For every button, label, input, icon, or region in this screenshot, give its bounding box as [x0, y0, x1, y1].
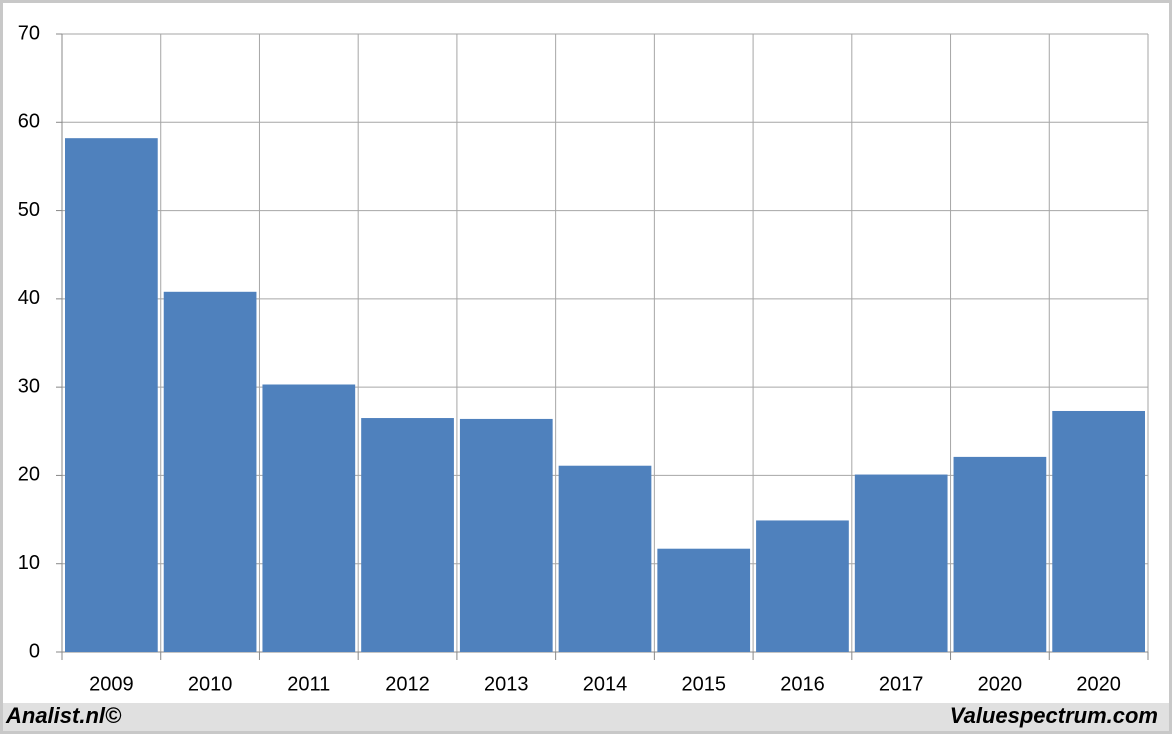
x-tick-label: 2012	[385, 673, 430, 695]
y-tick-label: 60	[18, 111, 40, 133]
x-tick-label: 2013	[484, 673, 529, 695]
y-tick-label: 20	[18, 464, 40, 486]
y-tick-label: 0	[29, 640, 40, 662]
bar	[657, 548, 751, 652]
y-tick-label: 40	[18, 287, 40, 309]
bar	[262, 384, 356, 652]
x-tick-label: 2015	[681, 673, 726, 695]
x-tick-label: 2020	[1076, 673, 1121, 695]
x-tick-label: 2010	[188, 673, 233, 695]
x-tick-label: 2020	[978, 673, 1023, 695]
x-tick-label: 2017	[879, 673, 924, 695]
y-tick-label: 10	[18, 552, 40, 574]
x-tick-label: 2016	[780, 673, 825, 695]
footer-bar	[3, 703, 1169, 731]
bar	[953, 456, 1047, 652]
x-tick-label: 2014	[583, 673, 628, 695]
footer-right: Valuespectrum.com	[950, 703, 1158, 728]
bar	[459, 418, 553, 652]
bar	[361, 418, 454, 652]
y-tick-label: 50	[18, 199, 40, 221]
y-tick-label: 70	[18, 22, 40, 44]
y-tick-label: 30	[18, 375, 40, 397]
x-tick-label: 2009	[89, 673, 134, 695]
footer-left: Analist.nl©	[5, 703, 122, 728]
bar	[558, 465, 652, 652]
bar	[65, 138, 158, 653]
bar	[1052, 410, 1145, 652]
bar	[756, 520, 849, 652]
x-tick-label: 2011	[287, 673, 330, 695]
bar	[854, 474, 948, 652]
bar	[163, 291, 257, 652]
